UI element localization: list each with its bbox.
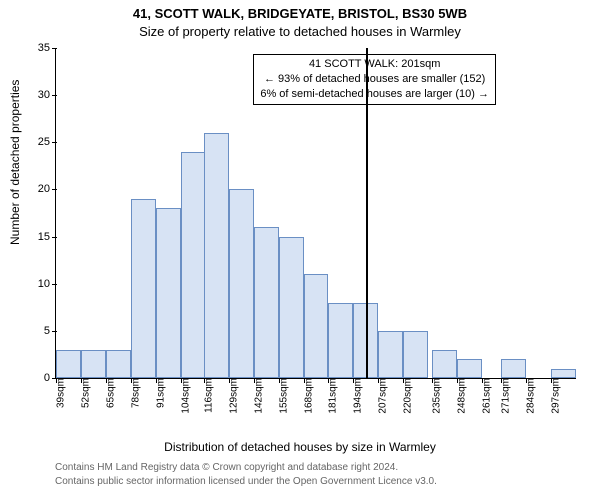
x-tick-label: 142sqm — [249, 378, 264, 414]
histogram-bar — [106, 350, 131, 378]
y-tick: 25 — [20, 136, 56, 148]
x-tick-label: 129sqm — [224, 378, 239, 414]
x-tick-label: 65sqm — [101, 378, 116, 408]
plot-area: 41 SCOTT WALK: 201sqm ← 93% of detached … — [55, 48, 576, 379]
x-tick-label: 194sqm — [349, 378, 364, 414]
x-tick-label: 284sqm — [522, 378, 537, 414]
x-tick-label: 39sqm — [52, 378, 67, 408]
y-tick: 15 — [20, 231, 56, 243]
histogram-bar — [56, 350, 81, 378]
x-tick-label: 297sqm — [547, 378, 562, 414]
x-tick-label: 261sqm — [477, 378, 492, 414]
histogram-bar — [378, 331, 403, 378]
x-tick-label: 155sqm — [274, 378, 289, 414]
annotation-box: 41 SCOTT WALK: 201sqm ← 93% of detached … — [253, 54, 496, 105]
footer-line1: Contains HM Land Registry data © Crown c… — [55, 462, 575, 473]
y-tick: 30 — [20, 89, 56, 101]
histogram-bar — [131, 199, 156, 378]
histogram-bar — [204, 133, 229, 378]
histogram-bar — [279, 237, 304, 378]
histogram-bar — [156, 208, 181, 378]
x-tick-label: 207sqm — [374, 378, 389, 414]
histogram-bar — [551, 369, 576, 378]
y-tick: 35 — [20, 42, 56, 54]
x-tick-label: 78sqm — [126, 378, 141, 408]
annotation-line1: 41 SCOTT WALK: 201sqm — [260, 57, 489, 72]
x-tick-label: 116sqm — [199, 378, 214, 413]
histogram-bar — [501, 359, 526, 378]
reference-line — [366, 48, 368, 378]
x-tick-label: 104sqm — [176, 378, 191, 414]
x-tick-label: 91sqm — [151, 378, 166, 408]
histogram-bar — [304, 274, 329, 378]
histogram-bar — [403, 331, 428, 378]
x-axis-label: Distribution of detached houses by size … — [0, 440, 600, 454]
histogram-bar — [457, 359, 482, 378]
x-tick-label: 271sqm — [497, 378, 512, 414]
y-tick: 5 — [20, 325, 56, 337]
histogram-bar — [229, 189, 254, 378]
chart-title-line1: 41, SCOTT WALK, BRIDGEYATE, BRISTOL, BS3… — [0, 6, 600, 21]
chart-title-line2: Size of property relative to detached ho… — [0, 24, 600, 39]
histogram-bar — [181, 152, 206, 378]
annotation-line2: ← 93% of detached houses are smaller (15… — [260, 72, 489, 87]
footer-line2: Contains public sector information licen… — [55, 476, 575, 487]
y-tick: 20 — [20, 183, 56, 195]
x-tick-label: 220sqm — [399, 378, 414, 414]
x-tick-label: 168sqm — [299, 378, 314, 414]
x-tick-label: 52sqm — [76, 378, 91, 408]
x-tick-label: 248sqm — [453, 378, 468, 414]
x-tick-label: 235sqm — [428, 378, 443, 414]
histogram-bar — [254, 227, 279, 378]
x-tick-label: 181sqm — [324, 378, 339, 414]
y-axis-label: Number of detached properties — [8, 80, 22, 245]
annotation-line3: 6% of semi-detached houses are larger (1… — [260, 87, 489, 102]
histogram-bar — [328, 303, 353, 378]
histogram-bar — [81, 350, 106, 378]
histogram-bar — [432, 350, 457, 378]
y-tick: 10 — [20, 278, 56, 290]
chart-container: 41, SCOTT WALK, BRIDGEYATE, BRISTOL, BS3… — [0, 0, 600, 500]
